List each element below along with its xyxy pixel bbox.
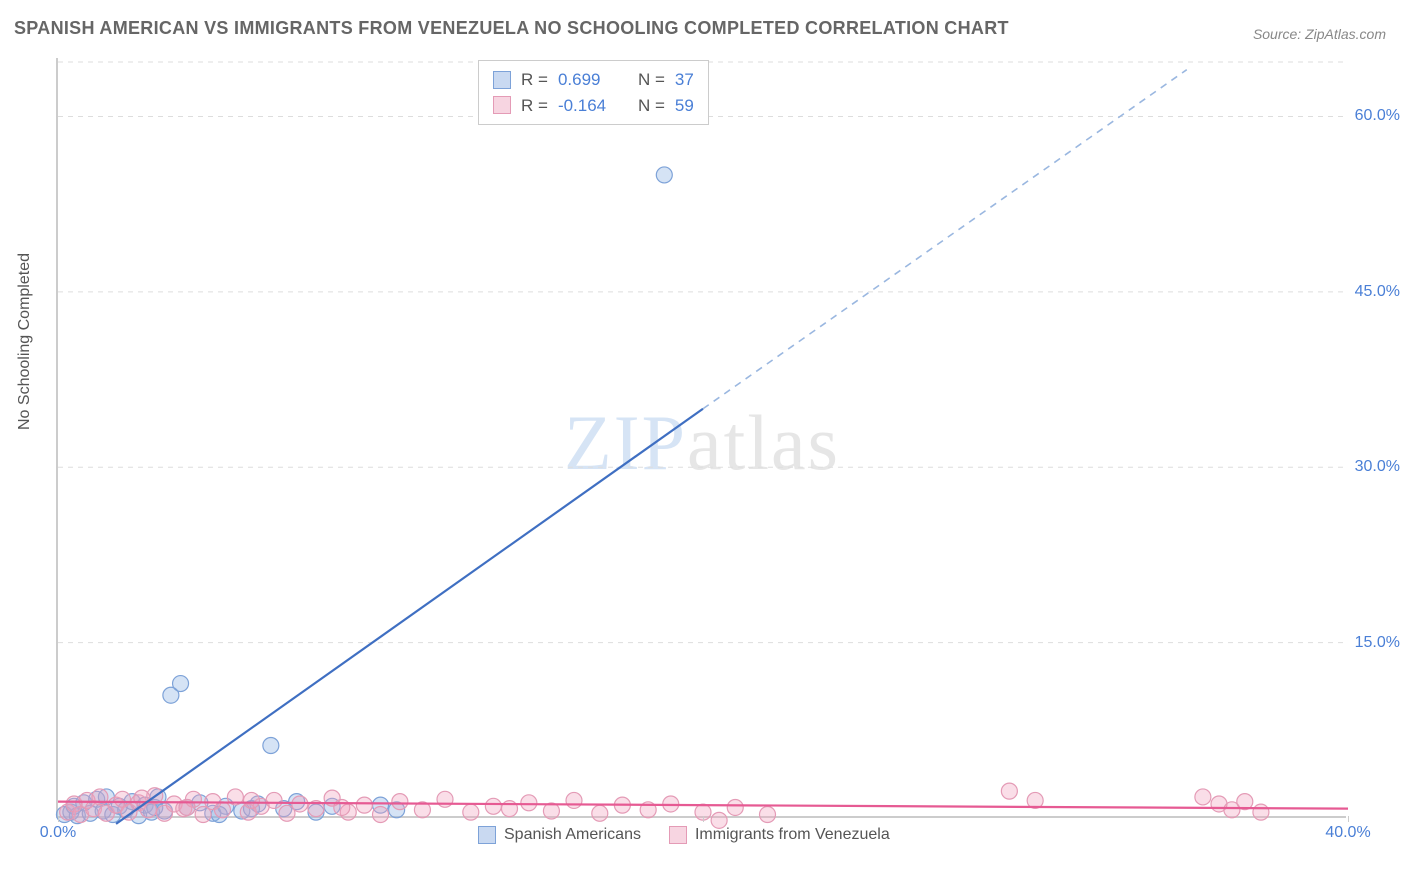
- legend-label-1: Spanish Americans: [504, 826, 641, 844]
- plot-area: ZIPatlas R = 0.699 N = 37 R = -0.164 N =…: [56, 58, 1346, 818]
- swatch-blue-icon: [478, 826, 496, 844]
- n-label: N =: [638, 93, 665, 119]
- stats-box: R = 0.699 N = 37 R = -0.164 N = 59: [478, 60, 709, 125]
- x-tick-label: 0.0%: [40, 824, 76, 842]
- y-tick-label: 45.0%: [1355, 283, 1400, 301]
- r-label: R =: [521, 67, 548, 93]
- n-value-2: 59: [675, 93, 694, 119]
- chart-title: SPANISH AMERICAN VS IMMIGRANTS FROM VENE…: [14, 18, 1009, 39]
- legend-label-2: Immigrants from Venezuela: [695, 826, 890, 844]
- stats-row-2: R = -0.164 N = 59: [493, 93, 694, 119]
- y-tick-label: 15.0%: [1355, 634, 1400, 652]
- r-label: R =: [521, 93, 548, 119]
- y-tick-label: 60.0%: [1355, 107, 1400, 125]
- swatch-pink-icon: [669, 826, 687, 844]
- stats-row-1: R = 0.699 N = 37: [493, 67, 694, 93]
- r-value-1: 0.699: [558, 67, 622, 93]
- x-tick-label: 40.0%: [1325, 824, 1370, 842]
- y-tick-label: 30.0%: [1355, 458, 1400, 476]
- n-label: N =: [638, 67, 665, 93]
- legend-item-2: Immigrants from Venezuela: [669, 826, 890, 844]
- legend: Spanish Americans Immigrants from Venezu…: [478, 826, 890, 844]
- swatch-pink-icon: [493, 96, 511, 114]
- chart-svg: [58, 58, 1346, 816]
- r-value-2: -0.164: [558, 93, 622, 119]
- source-label: Source: ZipAtlas.com: [1253, 26, 1386, 42]
- legend-item-1: Spanish Americans: [478, 826, 641, 844]
- n-value-1: 37: [675, 67, 694, 93]
- swatch-blue-icon: [493, 71, 511, 89]
- y-axis-label: No Schooling Completed: [16, 253, 34, 430]
